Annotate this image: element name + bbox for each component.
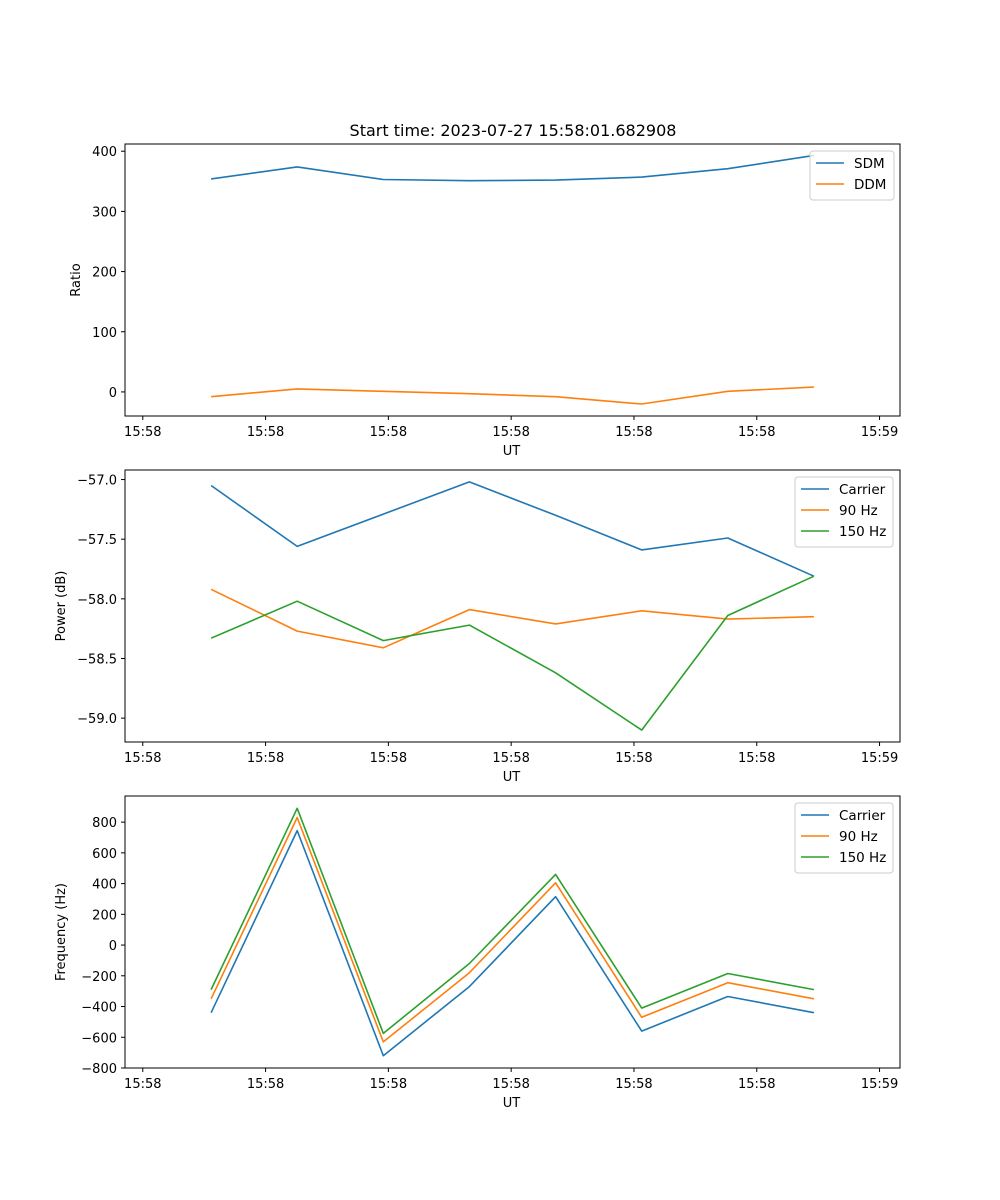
plot-frame [124,795,901,1069]
y-tick-label: 200 [92,266,117,281]
series-line-90-hz [210,588,814,649]
legend-label: DDM [854,177,886,193]
x-tick-label: 15:59 [861,425,898,440]
x-tick-label: 15:58 [492,751,529,766]
legend-box [794,476,894,548]
y-tick-label: −59.0 [77,712,117,727]
x-tick-label: 15:58 [247,1077,284,1092]
legend-label: 150 Hz [839,850,886,866]
legend-label: SDM [854,156,885,172]
y-tick-label: −57.0 [77,474,117,489]
y-tick-label: −200 [81,970,117,985]
plot-frame [124,469,901,743]
y-tick-label: −57.5 [77,533,117,548]
series-line-sdm [210,154,815,182]
chart-panel: 15:58 15:58 15:58 15:58 15:58 15:58 15:59 −57.0… [54,469,901,785]
y-tick-label: 300 [92,205,117,220]
series-line-carrier [210,829,815,1057]
y-axis-label: Ratio [69,263,84,296]
x-tick-label: 15:58 [738,425,775,440]
y-tick-label: −58.0 [77,593,117,608]
legend-label: 90 Hz [839,829,878,845]
x-tick-label: 15:59 [861,751,898,766]
y-axis-label: Power (dB) [54,571,69,642]
x-tick-label: 15:58 [738,1077,775,1092]
y-tick-label: 0 [109,386,117,401]
y-tick-label: −600 [81,1031,117,1046]
x-tick-label: 15:58 [370,425,407,440]
legend-box [794,802,894,874]
chart-panel: 15:58 15:58 15:58 15:58 15:58 15:58 15:59 400 30… [69,143,901,459]
x-tick-label: 15:58 [370,751,407,766]
y-tick-label: 0 [109,939,117,954]
plot-frame [124,143,901,417]
y-tick-label: 600 [92,847,117,862]
y-tick-label: 400 [92,145,117,160]
x-tick-label: 15:59 [861,1077,898,1092]
chart-panels: 15:58 15:58 15:58 15:58 15:58 15:58 15:59 400 30… [54,143,901,1111]
y-tick-label: 200 [92,908,117,923]
x-tick-label: 15:58 [370,1077,407,1092]
x-tick-label: 15:58 [615,1077,652,1092]
y-tick-label: 800 [92,816,117,831]
x-tick-label: 15:58 [124,1077,161,1092]
x-tick-label: 15:58 [124,751,161,766]
chart-panel: 15:58 15:58 15:58 15:58 15:58 15:58 15:59 800 60… [54,795,901,1111]
x-tick-label: 15:58 [492,1077,529,1092]
series-line-90-hz [210,816,815,1043]
y-tick-label: 100 [92,326,117,341]
legend-label: 150 Hz [839,524,886,540]
x-tick-label: 15:58 [615,751,652,766]
x-tick-label: 15:58 [247,751,284,766]
y-axis-label: Frequency (Hz) [54,883,69,981]
x-tick-label: 15:58 [124,425,161,440]
y-tick-label: −58.5 [77,652,117,667]
chart-title: Start time: 2023-07-27 15:58:01.682908 [350,121,677,140]
x-axis-label: UT [503,770,521,785]
legend-label: Carrier [839,808,886,824]
series-line-150-hz [210,575,815,731]
y-tick-label: −800 [81,1062,117,1077]
x-tick-label: 15:58 [492,425,529,440]
x-tick-label: 15:58 [247,425,284,440]
series-line-150-hz [210,807,815,1035]
series-line-ddm [211,386,814,405]
series-line-carrier [210,481,815,577]
x-axis-label: UT [503,444,521,459]
x-tick-label: 15:58 [615,425,652,440]
x-axis-label: UT [503,1096,521,1111]
y-tick-label: 400 [92,878,117,893]
legend-label: Carrier [839,482,886,498]
legend-label: 90 Hz [839,503,878,519]
y-tick-label: −400 [81,1001,117,1016]
x-tick-label: 15:58 [738,751,775,766]
